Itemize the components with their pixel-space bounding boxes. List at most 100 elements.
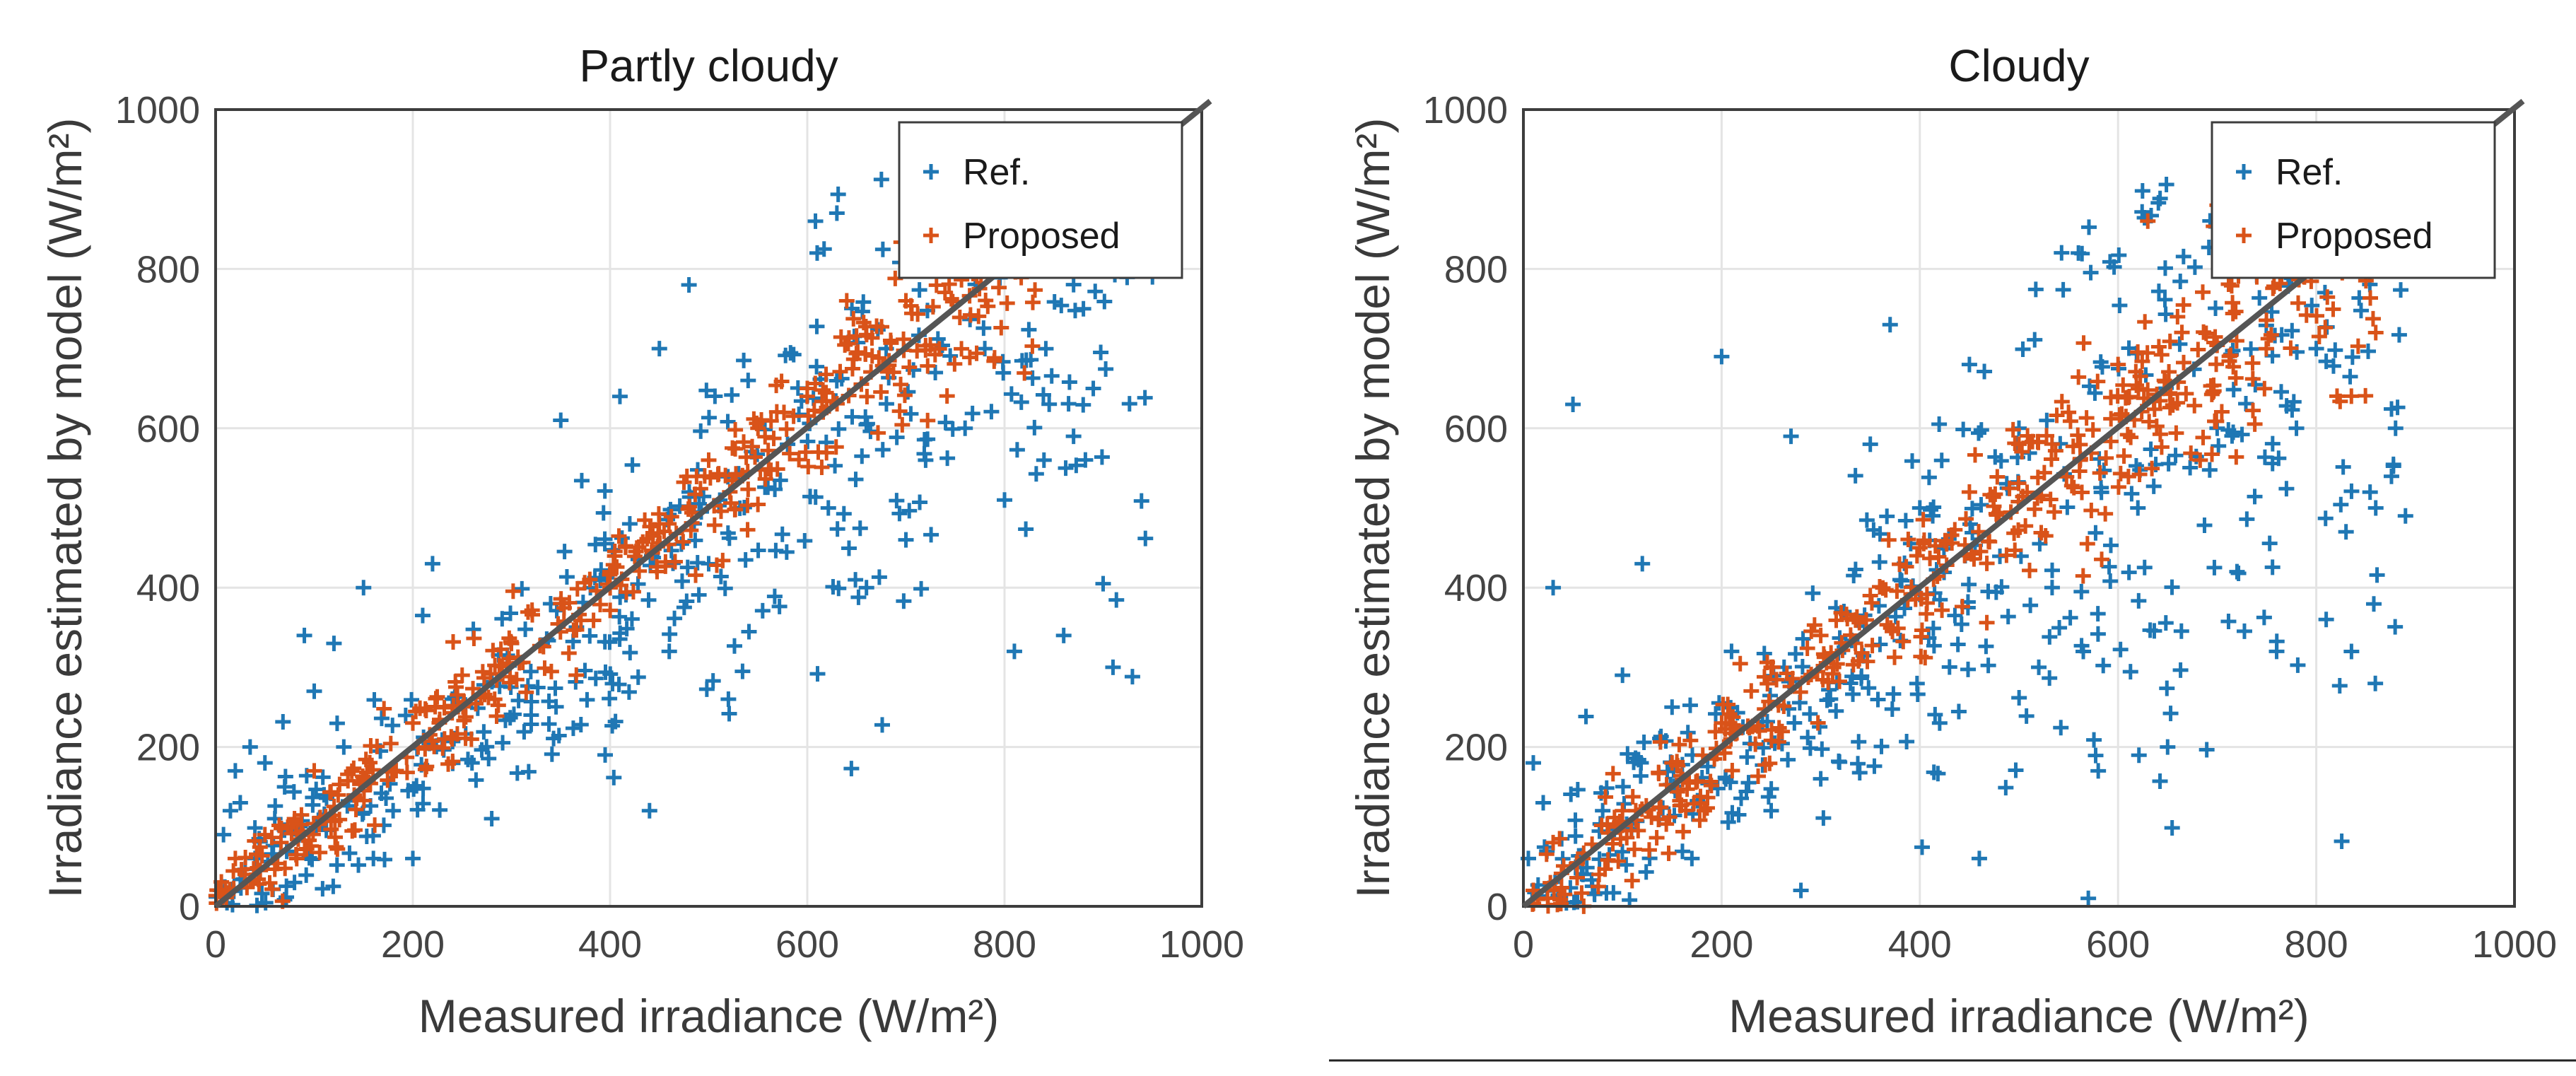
- ref-point: [1763, 802, 1779, 819]
- ref-point: [1960, 661, 1976, 677]
- proposed-point: [736, 434, 752, 450]
- ref-point: [2344, 349, 2360, 366]
- ref-point: [275, 713, 291, 730]
- ref-point: [2130, 500, 2146, 516]
- x-tick-label: 600: [2086, 923, 2150, 966]
- ref-point: [1897, 513, 1914, 529]
- ref-point: [1632, 768, 1649, 784]
- ref-point: [573, 717, 589, 733]
- ref-point: [2083, 264, 2099, 281]
- ref-point: [254, 885, 270, 901]
- ref-point: [2095, 657, 2112, 674]
- x-tick-label: 1000: [1159, 923, 1244, 966]
- proposed-point: [1954, 598, 1970, 614]
- ref-point: [1931, 715, 1948, 731]
- proposed-point: [1732, 655, 1748, 672]
- proposed-point: [2256, 380, 2273, 397]
- ref-point: [1535, 795, 1552, 811]
- ref-point: [939, 450, 956, 467]
- proposed-point: [2001, 480, 2018, 496]
- ref-point: [693, 423, 709, 439]
- ref-point: [1720, 814, 1736, 830]
- ref-point: [602, 691, 618, 707]
- proposed-point: [1624, 872, 1640, 889]
- ref-point: [1795, 631, 1811, 647]
- ref-point: [661, 643, 677, 660]
- proposed-point: [785, 408, 802, 424]
- proposed-point: [1914, 622, 1930, 638]
- ref-point: [2142, 622, 2158, 638]
- proposed-point: [939, 388, 955, 404]
- ref-point: [2290, 657, 2306, 673]
- y-tick-label: 1000: [1423, 89, 1508, 131]
- ref-point: [854, 448, 870, 464]
- chart-title: Partly cloudy: [579, 40, 838, 91]
- ref-point: [1121, 396, 1137, 412]
- proposed-point: [844, 361, 860, 377]
- proposed-point: [1550, 896, 1566, 913]
- ref-point: [1953, 616, 1969, 633]
- x-tick-labels: 0 200 400 600 800 1000: [1513, 923, 2557, 966]
- ref-point: [1980, 657, 1996, 674]
- proposed-point: [2103, 390, 2119, 406]
- ref-point: [2090, 606, 2106, 622]
- ref-point: [1921, 469, 1937, 486]
- proposed-point: [1747, 736, 1764, 752]
- proposed-point: [2317, 320, 2334, 336]
- proposed-point: [2311, 328, 2327, 344]
- ref-point: [1911, 500, 1928, 516]
- legend: Ref. Proposed: [898, 121, 1183, 279]
- proposed-point: [1799, 641, 1815, 657]
- proposed-point: [2079, 536, 2095, 552]
- ref-point: [2383, 468, 2399, 484]
- ref-point: [308, 781, 324, 797]
- ref-point: [874, 241, 891, 257]
- ref-point: [848, 472, 864, 488]
- proposed-point: [465, 681, 481, 697]
- proposed-point: [701, 452, 717, 468]
- proposed-point: [2153, 346, 2170, 363]
- proposed-point: [2044, 436, 2060, 452]
- ref-point: [1872, 526, 1888, 542]
- ref-point: [577, 662, 593, 679]
- proposed-point: [649, 563, 665, 580]
- ref-point: [800, 433, 816, 450]
- ref-point: [889, 493, 905, 509]
- ref-point: [484, 811, 500, 827]
- ref-point: [1094, 449, 1110, 465]
- proposed-point: [367, 817, 383, 834]
- y-tick-label: 800: [1444, 248, 1508, 291]
- ref-point: [1800, 730, 1816, 746]
- proposed-point: [845, 310, 862, 327]
- ref-point: [2112, 641, 2129, 657]
- ref-point: [1927, 706, 1943, 723]
- ref-point: [409, 778, 425, 794]
- ref-point: [903, 406, 919, 422]
- proposed-point: [1779, 665, 1795, 682]
- proposed-point: [838, 293, 855, 309]
- proposed-point: [1610, 853, 1627, 870]
- ref-point: [1098, 361, 1114, 377]
- legend-label-proposed: Proposed: [963, 216, 1120, 257]
- ref-point: [1035, 387, 1051, 403]
- proposed-point: [1947, 522, 1963, 538]
- ref-point: [2073, 583, 2090, 600]
- proposed-point: [1898, 559, 1914, 575]
- ref-point: [942, 348, 959, 364]
- ref-point: [503, 605, 519, 621]
- ref-point: [2157, 291, 2173, 308]
- ref-point: [1815, 810, 1832, 826]
- proposed-point: [1024, 338, 1041, 354]
- ref-point: [502, 710, 518, 726]
- proposed-point: [1669, 784, 1685, 800]
- ref-point: [734, 663, 751, 679]
- proposed-point: [1859, 653, 1875, 669]
- proposed-point: [1671, 737, 1687, 753]
- proposed-point: [1913, 648, 1929, 665]
- ref-point: [356, 580, 372, 596]
- ref-point: [1794, 659, 1810, 675]
- ref-point: [595, 505, 611, 521]
- proposed-point: [2162, 386, 2179, 402]
- ref-point: [2081, 219, 2097, 235]
- ref-point: [2343, 643, 2360, 660]
